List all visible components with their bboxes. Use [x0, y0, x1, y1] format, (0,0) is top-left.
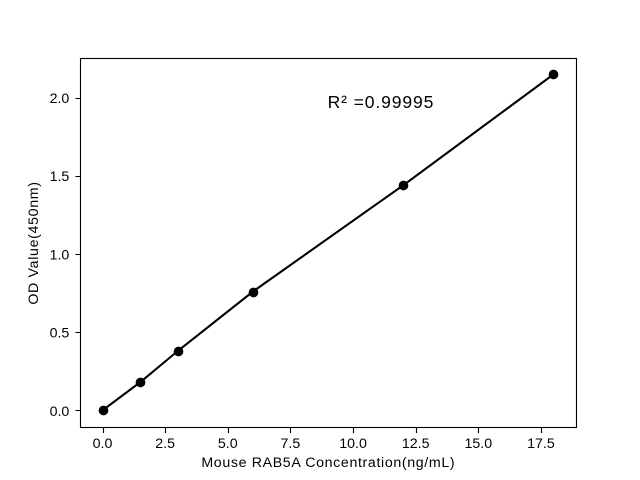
svg-text:15.0: 15.0 [464, 436, 492, 452]
svg-text:0.5: 0.5 [50, 326, 70, 342]
svg-text:2.5: 2.5 [155, 436, 175, 452]
svg-text:10.0: 10.0 [339, 436, 367, 452]
svg-text:0.0: 0.0 [93, 436, 113, 452]
svg-text:7.5: 7.5 [281, 436, 301, 452]
svg-text:17.5: 17.5 [527, 436, 555, 452]
svg-text:12.5: 12.5 [402, 436, 430, 452]
svg-text:R² =0.99995: R² =0.99995 [328, 92, 435, 112]
svg-text:OD Value(450nm): OD Value(450nm) [26, 181, 42, 304]
svg-text:1.5: 1.5 [50, 169, 70, 185]
svg-text:1.0: 1.0 [50, 248, 70, 264]
svg-text:5.0: 5.0 [218, 436, 238, 452]
svg-text:0.0: 0.0 [50, 404, 70, 420]
svg-text:2.0: 2.0 [50, 91, 70, 107]
svg-text:Mouse RAB5A Concentration(ng/m: Mouse RAB5A Concentration(ng/mL) [201, 455, 455, 471]
